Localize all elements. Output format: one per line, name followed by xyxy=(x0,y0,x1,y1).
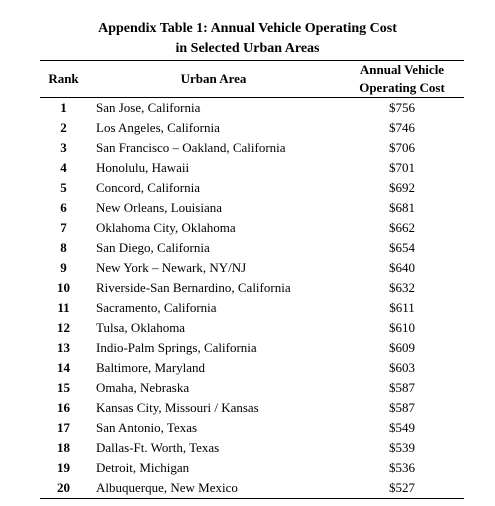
table-subtitle: in Selected Urban Areas xyxy=(175,41,320,56)
table-row: 4 Honolulu, Hawaii $701 xyxy=(40,158,464,178)
operating-cost-cell: $746 xyxy=(389,120,415,135)
rank-cell: 13 xyxy=(57,340,70,355)
urban-area-cell: Sacramento, California xyxy=(96,300,217,315)
table-row: 18 Dallas-Ft. Worth, Texas $539 xyxy=(40,438,464,458)
rank-cell: 3 xyxy=(60,140,67,155)
operating-cost-cell: $536 xyxy=(389,460,415,475)
table-row: 1 San Jose, California $756 xyxy=(40,98,464,119)
rank-cell: 11 xyxy=(57,300,70,315)
rank-cell: 20 xyxy=(40,478,87,499)
table-row: 7 Oklahoma City, Oklahoma $662 xyxy=(40,218,464,238)
rank-cell: 5 xyxy=(60,180,67,195)
operating-cost-cell: $603 xyxy=(389,360,415,375)
urban-area-cell: Los Angeles, California xyxy=(96,120,220,135)
urban-area-cell: Detroit, Michigan xyxy=(96,460,190,475)
operating-cost-cell: $662 xyxy=(389,220,415,235)
urban-area-cell: Concord, California xyxy=(96,180,200,195)
operating-cost-cell: $654 xyxy=(389,240,415,255)
table-row: 8 San Diego, California $654 xyxy=(40,238,464,258)
urban-area-header: Urban Area xyxy=(87,60,340,98)
urban-area-cell: Riverside-San Bernardino, California xyxy=(96,280,291,295)
urban-area-cell: Honolulu, Hawaii xyxy=(96,160,190,175)
table-row: 20 Albuquerque, New Mexico $527 xyxy=(40,478,464,499)
operating-cost-cell: $539 xyxy=(389,440,415,455)
rank-cell: 2 xyxy=(60,120,67,135)
urban-area-cell: New York – Newark, NY/NJ xyxy=(96,260,247,275)
rank-cell: 15 xyxy=(57,380,70,395)
operating-cost-header-line2: Operating Cost xyxy=(359,80,445,95)
urban-area-cell: Indio-Palm Springs, California xyxy=(96,340,257,355)
urban-area-cell: San Antonio, Texas xyxy=(96,420,198,435)
rank-cell: 10 xyxy=(57,280,70,295)
rank-cell: 16 xyxy=(57,400,70,415)
table-row: 5 Concord, California $692 xyxy=(40,178,464,198)
rank-cell: 9 xyxy=(60,260,67,275)
rank-cell: 4 xyxy=(60,160,67,175)
urban-area-cell: Oklahoma City, Oklahoma xyxy=(96,220,236,235)
urban-area-cell: Dallas-Ft. Worth, Texas xyxy=(96,440,220,455)
table-row: 12 Tulsa, Oklahoma $610 xyxy=(40,318,464,338)
table-row: 11 Sacramento, California $611 xyxy=(40,298,464,318)
operating-cost-cell: $527 xyxy=(340,478,464,499)
table-row: 19 Detroit, Michigan $536 xyxy=(40,458,464,478)
header-row: Rank Urban Area Annual Vehicle Operating… xyxy=(40,60,464,98)
urban-area-cell: San Francisco – Oakland, California xyxy=(96,140,286,155)
operating-cost-cell: $692 xyxy=(389,180,415,195)
urban-area-cell: San Diego, California xyxy=(96,240,210,255)
operating-cost-cell: $640 xyxy=(389,260,415,275)
table-row: 6 New Orleans, Louisiana $681 xyxy=(40,198,464,218)
rank-cell: 8 xyxy=(60,240,67,255)
urban-area-cell: New Orleans, Louisiana xyxy=(96,200,222,215)
appendix-table: Rank Urban Area Annual Vehicle Operating… xyxy=(40,60,464,499)
rank-cell: 1 xyxy=(60,100,67,115)
operating-cost-cell: $587 xyxy=(389,380,415,395)
operating-cost-cell: $706 xyxy=(389,140,415,155)
table-body: 1 San Jose, California $756 2 Los Angele… xyxy=(40,98,464,499)
operating-cost-cell: $549 xyxy=(389,420,415,435)
rank-cell: 19 xyxy=(57,460,70,475)
operating-cost-header-line1: Annual Vehicle xyxy=(359,62,445,77)
operating-cost-cell: $756 xyxy=(389,100,415,115)
table-row: 15 Omaha, Nebraska $587 xyxy=(40,378,464,398)
table-row: 13 Indio-Palm Springs, California $609 xyxy=(40,338,464,358)
urban-area-cell: Albuquerque, New Mexico xyxy=(87,478,340,499)
operating-cost-cell: $587 xyxy=(389,400,415,415)
urban-area-cell: Omaha, Nebraska xyxy=(96,380,190,395)
table-row: 2 Los Angeles, California $746 xyxy=(40,118,464,138)
operating-cost-cell: $610 xyxy=(389,320,415,335)
rank-cell: 12 xyxy=(57,320,70,335)
rank-cell: 14 xyxy=(57,360,70,375)
table-row: 16 Kansas City, Missouri / Kansas $587 xyxy=(40,398,464,418)
urban-area-cell: Tulsa, Oklahoma xyxy=(96,320,186,335)
table-row: 10 Riverside-San Bernardino, California … xyxy=(40,278,464,298)
rank-cell: 18 xyxy=(57,440,70,455)
table-title: Appendix Table 1: Annual Vehicle Operati… xyxy=(98,21,397,36)
table-row: 3 San Francisco – Oakland, California $7… xyxy=(40,138,464,158)
table-row: 14 Baltimore, Maryland $603 xyxy=(40,358,464,378)
urban-area-cell: San Jose, California xyxy=(96,100,201,115)
operating-cost-cell: $681 xyxy=(389,200,415,215)
rank-cell: 6 xyxy=(60,200,67,215)
operating-cost-cell: $701 xyxy=(389,160,415,175)
urban-area-cell: Kansas City, Missouri / Kansas xyxy=(96,400,259,415)
operating-cost-header: Annual Vehicle Operating Cost xyxy=(340,60,464,98)
rank-cell: 7 xyxy=(60,220,67,235)
operating-cost-cell: $611 xyxy=(389,300,415,315)
table-row: 9 New York – Newark, NY/NJ $640 xyxy=(40,258,464,278)
urban-area-cell: Baltimore, Maryland xyxy=(96,360,206,375)
operating-cost-cell: $632 xyxy=(389,280,415,295)
operating-cost-cell: $609 xyxy=(389,340,415,355)
table-row: 17 San Antonio, Texas $549 xyxy=(40,418,464,438)
rank-cell: 17 xyxy=(57,420,70,435)
rank-header: Rank xyxy=(40,60,87,98)
